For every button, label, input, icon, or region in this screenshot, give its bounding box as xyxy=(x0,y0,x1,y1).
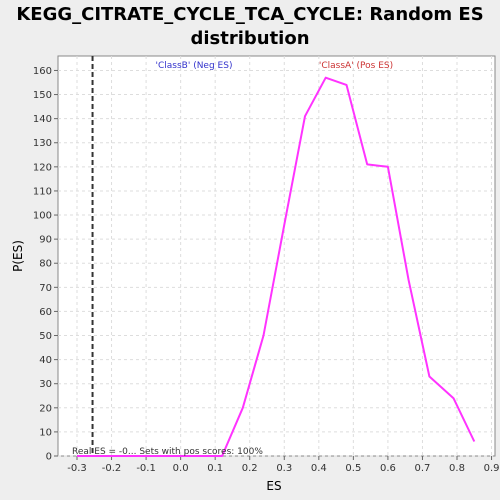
y-tick-label: 140 xyxy=(33,114,52,125)
chart-title-line-2: distribution xyxy=(190,28,309,49)
y-tick-label: 30 xyxy=(39,379,52,390)
series-line xyxy=(77,76,476,457)
y-tick-label: 120 xyxy=(33,162,52,173)
x-tick-label: 0.4 xyxy=(311,463,327,474)
plot-area xyxy=(57,55,496,457)
y-tick-label: 160 xyxy=(33,66,52,77)
y-tick-label: 20 xyxy=(39,403,52,414)
y-tick-label: 80 xyxy=(39,259,52,270)
y-tick-label: 50 xyxy=(39,331,52,342)
y-tick-label: 110 xyxy=(33,186,52,197)
y-tick-label: 130 xyxy=(33,138,52,149)
y-tick-label: 40 xyxy=(39,355,52,366)
y-tick-label: 10 xyxy=(39,427,52,438)
axis-ticks: 0 10 20 30 40 50 60 70 80 90 100 110 120 130 140 150 160… xyxy=(33,66,500,474)
x-tick-label: -0.2 xyxy=(102,463,122,474)
y-tick-label: 150 xyxy=(33,90,52,101)
y-tick-label: 100 xyxy=(33,211,52,222)
x-tick-label: 0.3 xyxy=(276,463,292,474)
y-tick-label: 60 xyxy=(39,307,52,318)
x-tick-label: 0.9 xyxy=(484,463,500,474)
x-tick-label: 0.1 xyxy=(207,463,223,474)
grid-lines xyxy=(58,56,495,457)
y-tick-label: 0 xyxy=(46,452,52,463)
x-tick-label: -0.3 xyxy=(67,463,87,474)
real-es-annotation: Real ES = -0... Sets with pos scores: 10… xyxy=(72,447,263,457)
chart-title-line-1: KEGG_CITRATE_CYCLE_TCA_CYCLE: Random ES xyxy=(16,4,483,25)
series-group xyxy=(77,76,476,457)
legend-neg-label: 'ClassB' (Neg ES) xyxy=(156,61,233,71)
y-axis-label: P(ES) xyxy=(11,240,25,272)
x-tick-label: 0.0 xyxy=(173,463,189,474)
x-tick-label: 0.2 xyxy=(242,463,258,474)
x-tick-label: 0.8 xyxy=(449,463,465,474)
x-tick-label: 0.5 xyxy=(345,463,361,474)
x-tick-label: -0.1 xyxy=(136,463,156,474)
y-tick-label: 70 xyxy=(39,283,52,294)
legend-pos-label: 'ClassA' (Pos ES) xyxy=(319,61,393,71)
y-tick-label: 90 xyxy=(39,235,52,246)
x-tick-label: 0.7 xyxy=(415,463,431,474)
x-tick-label: 0.6 xyxy=(380,463,396,474)
x-axis-label: ES xyxy=(266,479,281,493)
